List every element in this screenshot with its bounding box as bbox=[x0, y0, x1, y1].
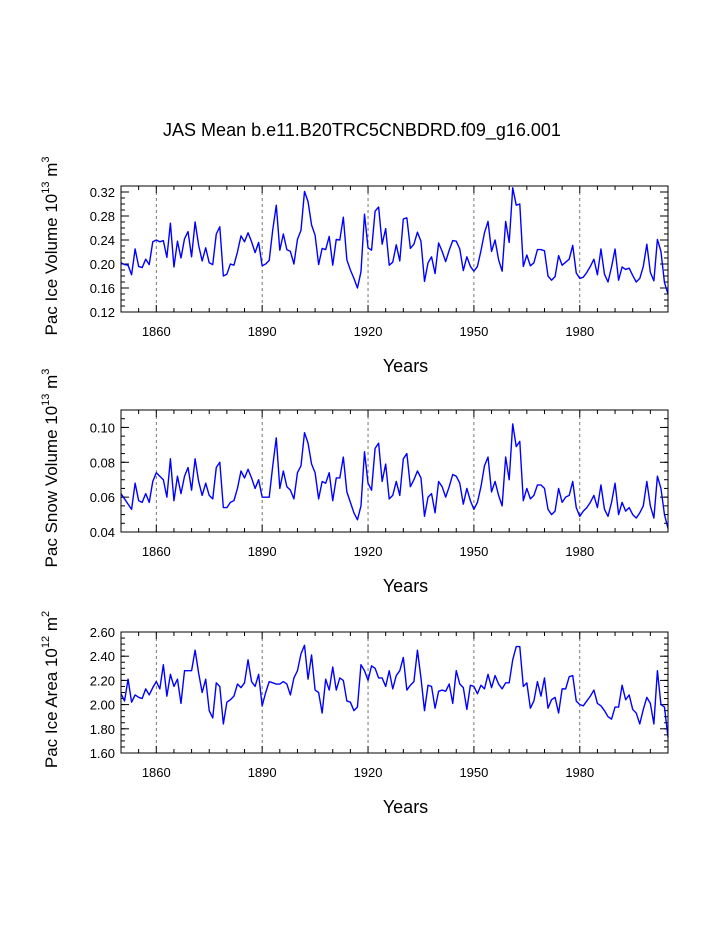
y-axis-title: Pac Ice Volume 1013 m3 bbox=[40, 156, 61, 335]
y-tick-label: 2.40 bbox=[90, 649, 115, 664]
y-tick-label: 0.16 bbox=[90, 281, 115, 296]
x-tick-label: 1920 bbox=[354, 324, 383, 339]
x-tick-label: 1980 bbox=[565, 544, 594, 559]
y-axis-title-base: Pac Ice Volume 10 bbox=[42, 194, 61, 336]
y-axis-title: Pac Snow Volume 1013 m3 bbox=[40, 369, 61, 568]
y-tick-label: 0.04 bbox=[90, 525, 115, 540]
x-tick-label: 1980 bbox=[565, 765, 594, 780]
figure-title: JAS Mean b.e11.B20TRC5CNBDRD.f09_g16.001 bbox=[163, 120, 561, 141]
series-line bbox=[120, 423, 669, 529]
x-tick-label: 1950 bbox=[459, 765, 488, 780]
x-tick-label: 1980 bbox=[565, 324, 594, 339]
y-tick-label: 0.32 bbox=[90, 185, 115, 200]
y-axis-title-unit-exponent: 3 bbox=[40, 156, 52, 162]
y-axis-title-unit-exponent: 3 bbox=[40, 369, 52, 375]
y-tick-label: 0.12 bbox=[90, 305, 115, 320]
y-tick-label: 2.20 bbox=[90, 673, 115, 688]
x-axis-title: Years bbox=[383, 797, 428, 817]
y-tick-label: 1.60 bbox=[90, 746, 115, 761]
y-tick-label: 1.80 bbox=[90, 722, 115, 737]
y-axis-title-base: Pac Snow Volume 10 bbox=[42, 406, 61, 568]
x-tick-label: 1890 bbox=[248, 544, 277, 559]
panel-1: 0.12 0.16 0.20 0.24 0.28 0.32 1860 1890 1920 1950… bbox=[40, 156, 669, 376]
y-axis-title-exponent: 13 bbox=[40, 394, 52, 406]
x-tick-label: 1950 bbox=[459, 544, 488, 559]
plot-frame bbox=[120, 409, 669, 533]
y-tick-label: 0.20 bbox=[90, 257, 115, 272]
y-tick-label: 0.24 bbox=[90, 233, 115, 248]
y-tick-label: 0.06 bbox=[90, 490, 115, 505]
y-axis-title: Pac Ice Area 1012 m2 bbox=[40, 611, 61, 768]
x-tick-label: 1920 bbox=[354, 544, 383, 559]
x-tick-label: 1890 bbox=[248, 324, 277, 339]
x-axis-title: Years bbox=[383, 356, 428, 376]
y-axis-title-unit: m bbox=[42, 617, 61, 636]
x-tick-label: 1890 bbox=[248, 765, 277, 780]
y-tick-label: 2.00 bbox=[90, 698, 115, 713]
y-axis-title-unit: m bbox=[42, 163, 61, 182]
series-line bbox=[120, 644, 669, 738]
panel-2: 0.04 0.06 0.08 0.10 1860 1890 1920 1950 1980 Year… bbox=[40, 369, 669, 596]
y-axis-title-base: Pac Ice Area 10 bbox=[42, 648, 61, 768]
x-tick-label: 1920 bbox=[354, 765, 383, 780]
y-tick-label: 0.10 bbox=[90, 420, 115, 435]
y-axis-title-unit: m bbox=[42, 375, 61, 394]
x-tick-label: 1950 bbox=[459, 324, 488, 339]
panel-3: 1.60 1.80 2.00 2.20 2.40 2.60 1860 1890 1920 1950… bbox=[40, 611, 669, 817]
x-tick-label: 1860 bbox=[142, 765, 171, 780]
x-axis-title: Years bbox=[383, 576, 428, 596]
y-tick-label: 0.08 bbox=[90, 455, 115, 470]
x-tick-label: 1860 bbox=[142, 324, 171, 339]
y-axis-title-exponent: 13 bbox=[40, 182, 52, 194]
y-tick-label: 2.60 bbox=[90, 625, 115, 640]
y-axis-title-unit-exponent: 2 bbox=[40, 611, 52, 617]
y-axis-title-exponent: 12 bbox=[40, 636, 52, 648]
plot-frame bbox=[120, 631, 669, 754]
panels: 0.12 0.16 0.20 0.24 0.28 0.32 1860 1890 1920 1950… bbox=[40, 156, 669, 817]
x-tick-label: 1860 bbox=[142, 544, 171, 559]
plot-frame bbox=[120, 185, 669, 313]
y-tick-label: 0.28 bbox=[90, 209, 115, 224]
series-line bbox=[120, 187, 669, 295]
